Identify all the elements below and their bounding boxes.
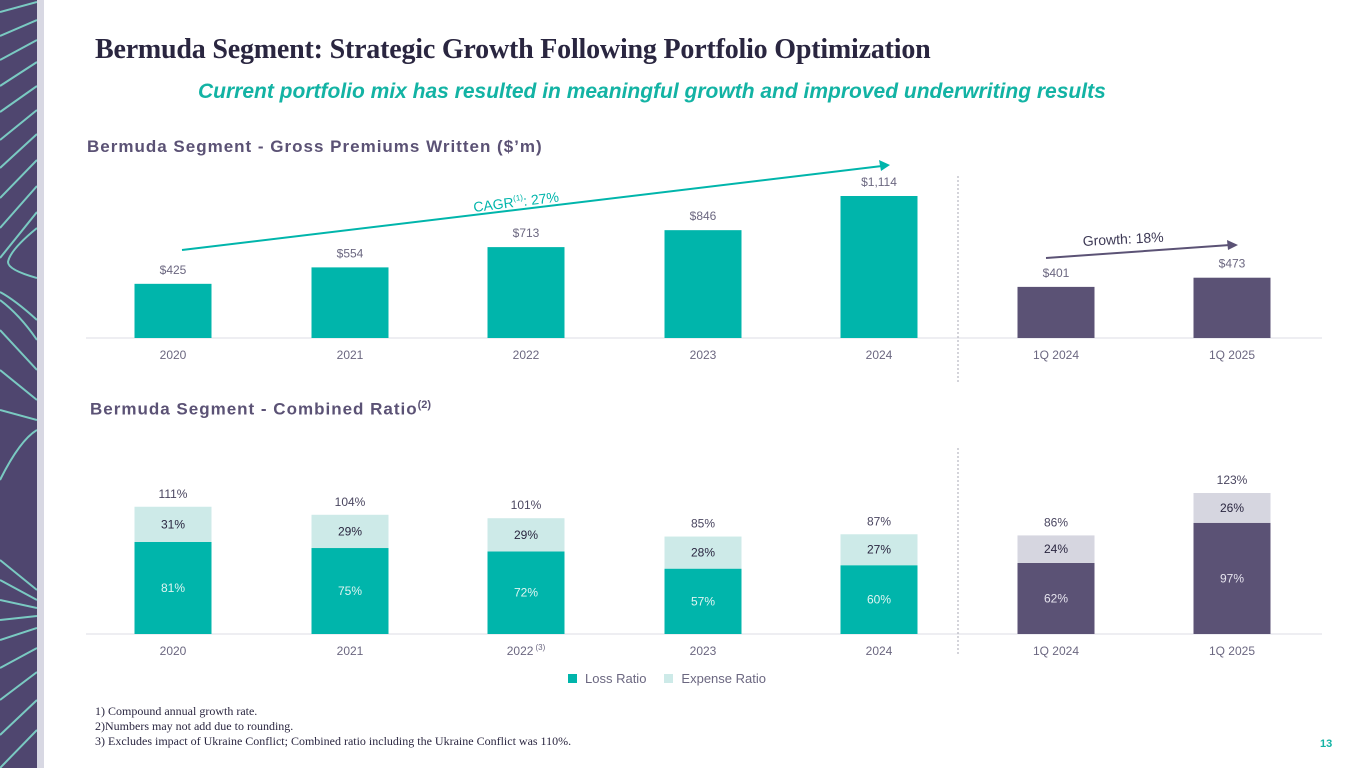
loss-ratio-bar: [1017, 562, 1095, 634]
expense-ratio-label: 26%: [1220, 501, 1244, 515]
loss-ratio-bar: [664, 568, 742, 634]
expense-ratio-bar: [1017, 535, 1095, 563]
combined-ratio-total-label: 86%: [1044, 515, 1068, 529]
growth-arrow-line: [1045, 244, 1231, 259]
gpw-bar-2024: [840, 196, 918, 338]
loss-ratio-bar: [1193, 522, 1271, 634]
expense-ratio-label: 27%: [867, 543, 891, 557]
expense-ratio-label: 29%: [514, 528, 538, 542]
cagr-arrow-line: [181, 165, 883, 251]
legend-swatch-expense: [664, 674, 674, 683]
expense-ratio-label: 29%: [338, 524, 362, 538]
gpw-data-label: $401: [1043, 266, 1070, 280]
loss-ratio-label: 97%: [1220, 571, 1244, 585]
page-number: 13: [1320, 738, 1333, 750]
legend-label-expense: Expense Ratio: [681, 671, 766, 686]
combined-ratio-total-label: 87%: [867, 514, 891, 528]
sidebar-edge: [37, 0, 44, 768]
cr-category-label: 2023: [690, 644, 717, 658]
growth-arrow-head: [1227, 240, 1238, 250]
cagr-arrow-head: [879, 160, 890, 171]
cr-category-label: 2024: [866, 644, 893, 658]
gpw-data-label: $713: [513, 226, 540, 240]
gpw-data-label: $846: [690, 209, 717, 223]
combined-ratio-chart-title: Bermuda Segment - Combined Ratio(2): [90, 399, 431, 420]
gpw-bar-2021: [311, 267, 389, 338]
gpw-data-label: $1,114: [861, 175, 897, 189]
gpw-chart-title-text: Bermuda Segment - Gross Premiums Written…: [87, 137, 543, 156]
footnote-3: 3) Excludes impact of Ukraine Conflict; …: [95, 734, 572, 748]
combined-ratio-total-label: 101%: [511, 498, 542, 512]
expense-ratio-label: 24%: [1044, 542, 1068, 556]
loss-ratio-bar: [840, 565, 918, 634]
gpw-bar-2020: [134, 283, 212, 338]
cr-category-label: 2021: [337, 644, 364, 658]
gpw-chart-title: Bermuda Segment - Gross Premiums Written…: [87, 137, 543, 157]
legend-label-loss: Loss Ratio: [585, 671, 647, 686]
gpw-category-label: 1Q 2024: [1033, 348, 1079, 362]
loss-ratio-label: 57%: [691, 594, 715, 608]
expense-ratio-bar: [134, 506, 212, 542]
loss-ratio-bar: [134, 541, 212, 634]
slide-title: Bermuda Segment: Strategic Growth Follow…: [95, 34, 931, 65]
gpw-category-label: 2020: [160, 348, 187, 362]
loss-ratio-label: 60%: [867, 593, 891, 607]
gpw-data-label: $473: [1219, 257, 1246, 271]
expense-ratio-bar: [664, 536, 742, 569]
combined-ratio-chart-title-text: Bermuda Segment - Combined Ratio: [90, 399, 418, 419]
loss-ratio-label: 72%: [514, 586, 538, 600]
gpw-category-label: 2024: [866, 348, 893, 362]
gpw-bar-2023: [664, 230, 742, 338]
cr-category-label: 1Q 2024: [1033, 644, 1079, 658]
loss-ratio-bar: [311, 548, 389, 634]
expense-ratio-bar: [1193, 493, 1271, 523]
combined-ratio-total-label: 123%: [1217, 473, 1248, 487]
gpw-bar-2022: [487, 247, 565, 338]
footnotes: 1) Compound annual growth rate. 2)Number…: [95, 704, 571, 749]
gpw-category-label: 2023: [690, 348, 717, 362]
gpw-data-label: $554: [337, 246, 364, 260]
footnote-2: 2)Numbers may not add due to rounding.: [95, 719, 294, 733]
cagr-annotation: CAGR(1): 27%: [472, 189, 559, 215]
footnote-1: 1) Compound annual growth rate.: [95, 704, 258, 718]
loss-ratio-bar: [487, 551, 565, 634]
growth-annotation: Growth: 18%: [1082, 229, 1164, 249]
gpw-category-label: 2021: [337, 348, 364, 362]
loss-ratio-label: 62%: [1044, 591, 1068, 605]
combined-ratio-legend: Loss Ratio Expense Ratio: [568, 671, 766, 686]
gpw-category-label: 2022: [513, 348, 540, 362]
combined-ratio-total-label: 104%: [335, 495, 366, 509]
slide-subtitle: Current portfolio mix has resulted in me…: [198, 80, 1106, 103]
legend-item-expense-ratio: Expense Ratio: [664, 671, 766, 686]
expense-ratio-bar: [311, 514, 389, 549]
footnote-ref-2: (2): [417, 399, 432, 411]
legend-swatch-loss: [568, 674, 577, 683]
expense-ratio-label: 31%: [161, 517, 185, 531]
expense-ratio-label: 28%: [691, 546, 715, 560]
gpw-bar-1Q-2024: [1017, 286, 1095, 338]
combined-ratio-total-label: 85%: [691, 517, 715, 531]
loss-ratio-label: 81%: [161, 581, 185, 595]
expense-ratio-bar: [487, 518, 565, 552]
line-pattern-graphic: [0, 1, 37, 768]
legend-item-loss-ratio: Loss Ratio: [568, 671, 646, 686]
cr-category-label: 2020: [160, 644, 187, 658]
gpw-bar-1Q-2025: [1193, 277, 1271, 338]
decorative-sidebar: [0, 0, 37, 768]
combined-ratio-total-label: 111%: [159, 487, 188, 501]
gpw-data-label: $425: [160, 263, 187, 277]
expense-ratio-bar: [840, 534, 918, 566]
gpw-category-label: 1Q 2025: [1209, 348, 1255, 362]
cr-category-label: 2022 (3): [507, 643, 546, 658]
loss-ratio-label: 75%: [338, 584, 362, 598]
cr-category-label: 1Q 2025: [1209, 644, 1255, 658]
